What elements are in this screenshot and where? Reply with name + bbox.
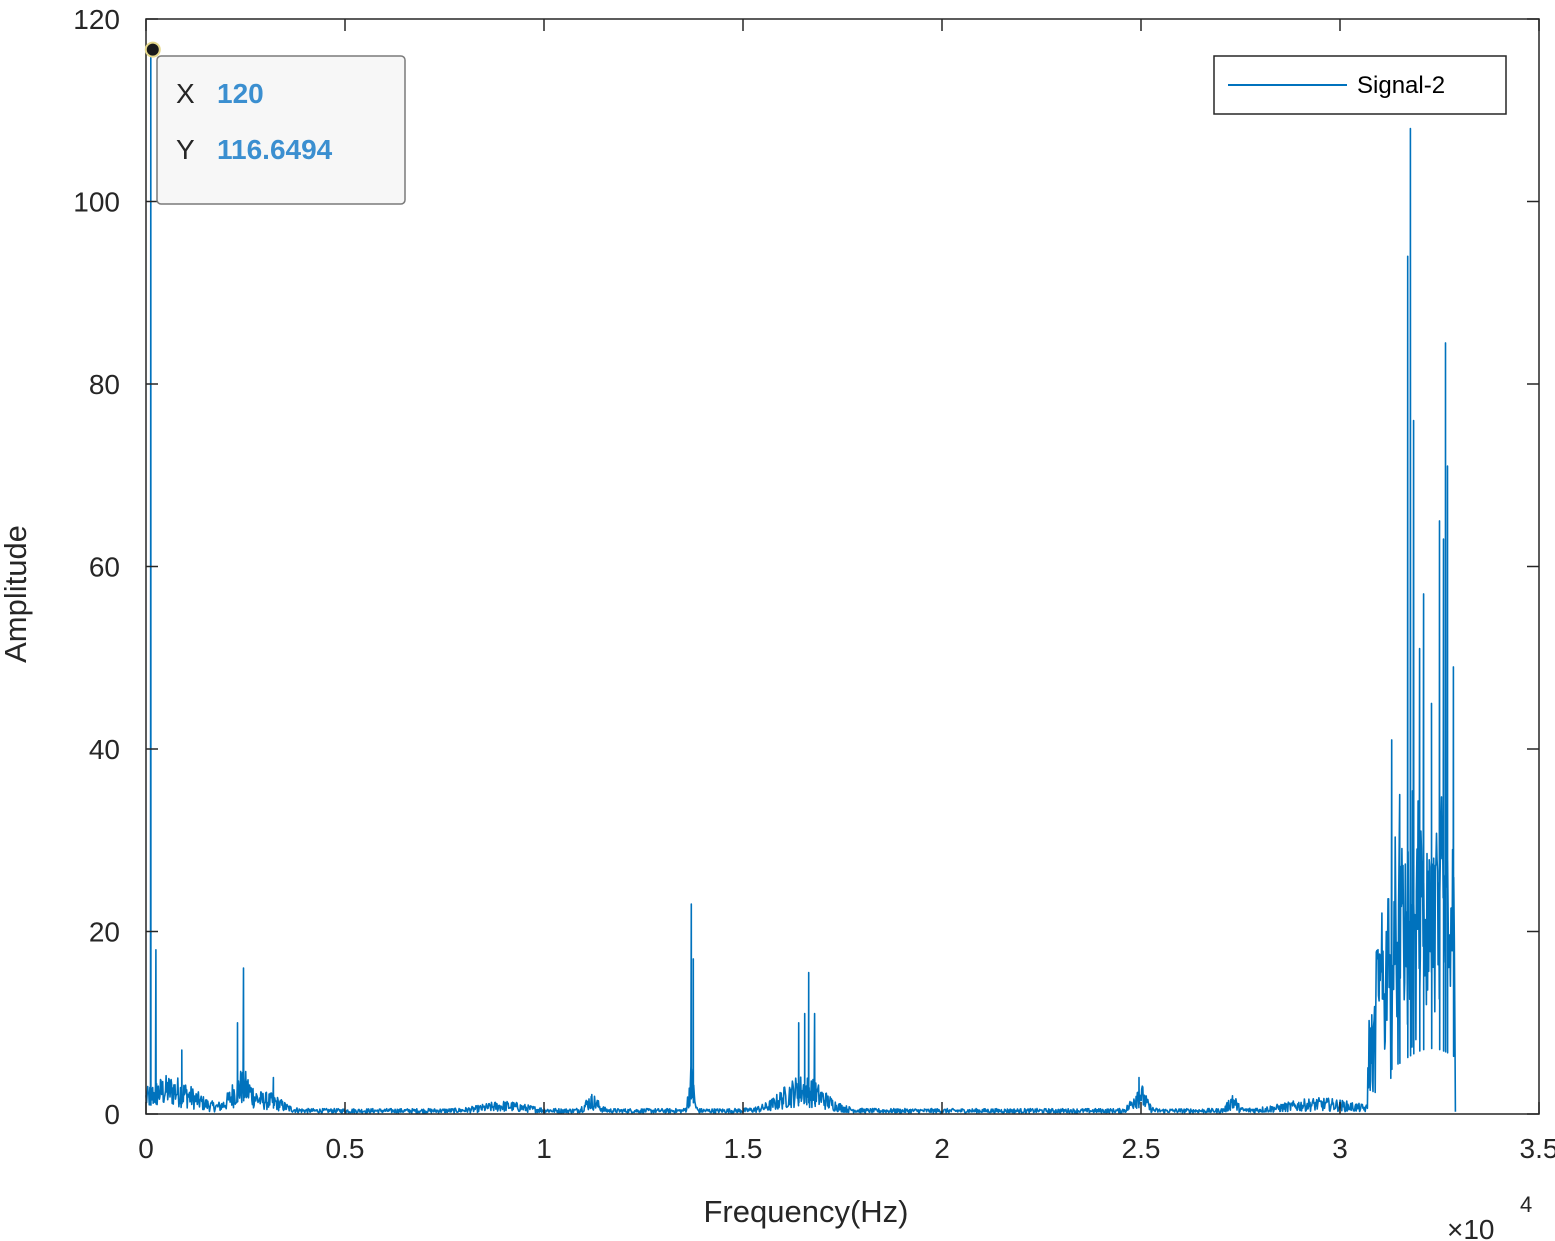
ticks-layer: 0 0.5 1 1.5 2 2.5 3 3.5 0 20 40 60 80 100 120: [73, 4, 1555, 1164]
series-layer: [145, 49, 1457, 1114]
x-tick-label: 1.5: [724, 1133, 763, 1164]
y-tick-label: 100: [73, 187, 120, 218]
x-tick-label: 3.5: [1520, 1133, 1555, 1164]
svg-text:×10: ×10: [1447, 1214, 1495, 1241]
data-tip-x-key: X: [176, 78, 195, 109]
data-tip[interactable]: X 120 Y 116.6494: [156, 55, 406, 205]
data-tip-x-value: 120: [217, 78, 264, 109]
svg-text:4: 4: [1520, 1192, 1532, 1217]
data-tip-y-value: 116.6494: [217, 134, 333, 165]
data-tip-marker[interactable]: [144, 41, 161, 58]
y-axis-title: Amplitude: [0, 525, 33, 663]
y-tick-label: 20: [89, 917, 120, 948]
x-tick-label: 1: [536, 1133, 552, 1164]
y-tick-label: 0: [104, 1099, 120, 1130]
y-tick-label: 40: [89, 734, 120, 765]
data-tip-box: [156, 55, 406, 205]
x-tick-label: 2.5: [1122, 1133, 1161, 1164]
data-tip-y-key: Y: [176, 134, 195, 165]
legend[interactable]: Signal-2: [1213, 55, 1507, 115]
legend-label: Signal-2: [1357, 72, 1445, 99]
x-axis-title: Frequency(Hz): [704, 1194, 909, 1229]
x-tick-label: 0.5: [326, 1133, 365, 1164]
x-exponent-label: ×10 4: [1447, 1192, 1532, 1241]
y-tick-label: 80: [89, 369, 120, 400]
x-tick-label: 2: [934, 1133, 950, 1164]
y-tick-label: 60: [89, 552, 120, 583]
x-tick-label: 0: [138, 1133, 154, 1164]
y-tick-label: 120: [73, 4, 120, 35]
x-tick-label: 3: [1332, 1133, 1348, 1164]
series-line-signal-2: [145, 49, 1457, 1114]
